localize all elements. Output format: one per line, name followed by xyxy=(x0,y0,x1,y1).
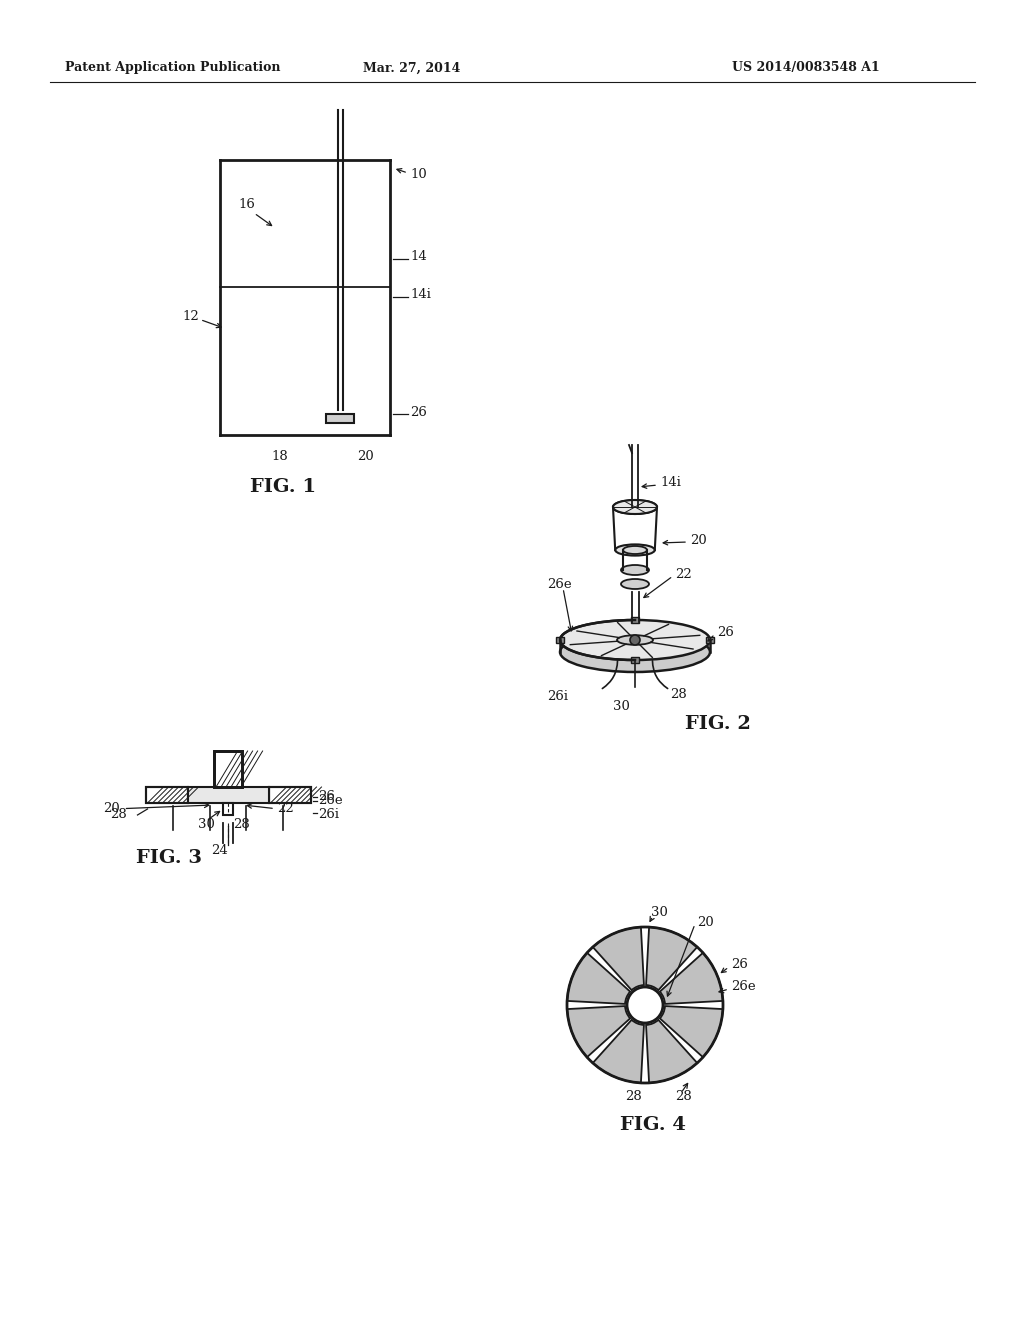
Text: 26: 26 xyxy=(410,405,427,418)
Text: 26e: 26e xyxy=(318,795,343,808)
Text: 14: 14 xyxy=(410,249,427,263)
Wedge shape xyxy=(567,1006,630,1057)
Ellipse shape xyxy=(621,579,649,589)
Ellipse shape xyxy=(560,620,710,660)
Text: 20: 20 xyxy=(103,803,120,814)
Ellipse shape xyxy=(615,544,654,556)
Text: FIG. 1: FIG. 1 xyxy=(250,478,316,496)
Text: 16: 16 xyxy=(238,198,255,211)
Wedge shape xyxy=(659,1006,723,1057)
Wedge shape xyxy=(593,927,644,990)
Circle shape xyxy=(630,635,640,645)
Bar xyxy=(631,616,639,623)
Ellipse shape xyxy=(560,632,710,672)
Bar xyxy=(631,657,639,663)
Text: 28: 28 xyxy=(675,1090,692,1104)
Bar xyxy=(706,638,714,643)
Bar xyxy=(326,414,354,422)
Text: 30: 30 xyxy=(613,701,630,714)
Text: Mar. 27, 2014: Mar. 27, 2014 xyxy=(364,62,461,74)
Text: 28: 28 xyxy=(625,1090,642,1104)
Text: 26e: 26e xyxy=(547,578,571,591)
Bar xyxy=(223,803,233,814)
Text: 26: 26 xyxy=(318,791,336,804)
Ellipse shape xyxy=(623,546,647,554)
Text: 24: 24 xyxy=(212,845,228,858)
Text: 26i: 26i xyxy=(547,690,568,704)
Bar xyxy=(214,751,242,787)
Text: 26: 26 xyxy=(717,626,734,639)
Text: 28: 28 xyxy=(233,818,250,832)
Text: 26e: 26e xyxy=(731,981,756,994)
Wedge shape xyxy=(646,927,697,990)
Ellipse shape xyxy=(613,500,657,513)
Wedge shape xyxy=(659,953,723,1005)
Ellipse shape xyxy=(621,565,649,576)
Text: 14i: 14i xyxy=(410,288,431,301)
Bar xyxy=(187,787,268,803)
Wedge shape xyxy=(593,1020,644,1082)
Text: 28: 28 xyxy=(670,688,687,701)
Ellipse shape xyxy=(613,500,657,513)
Text: 20: 20 xyxy=(356,450,374,463)
Text: 18: 18 xyxy=(271,450,289,463)
Text: FIG. 2: FIG. 2 xyxy=(685,715,751,733)
Ellipse shape xyxy=(617,635,653,644)
Text: 26i: 26i xyxy=(318,808,340,821)
Text: 20: 20 xyxy=(697,916,714,928)
Wedge shape xyxy=(646,1020,697,1082)
Circle shape xyxy=(627,987,663,1023)
Text: 14i: 14i xyxy=(660,477,681,490)
Text: 26: 26 xyxy=(731,958,748,972)
Text: 22: 22 xyxy=(278,803,294,814)
Text: 12: 12 xyxy=(182,310,199,323)
Text: US 2014/0083548 A1: US 2014/0083548 A1 xyxy=(732,62,880,74)
Text: 22: 22 xyxy=(675,568,692,581)
Bar xyxy=(268,787,310,803)
Text: FIG. 3: FIG. 3 xyxy=(135,849,202,867)
Text: FIG. 4: FIG. 4 xyxy=(620,1115,686,1134)
Bar xyxy=(268,787,310,803)
Bar xyxy=(145,787,187,803)
Bar xyxy=(556,638,564,643)
Text: 30: 30 xyxy=(651,907,668,920)
Text: Patent Application Publication: Patent Application Publication xyxy=(65,62,281,74)
Bar xyxy=(145,787,187,803)
Text: 20: 20 xyxy=(690,533,707,546)
Text: 10: 10 xyxy=(410,169,427,181)
Text: 30: 30 xyxy=(198,818,215,832)
Bar xyxy=(214,751,242,787)
Text: 28: 28 xyxy=(111,808,127,821)
Wedge shape xyxy=(567,953,630,1005)
